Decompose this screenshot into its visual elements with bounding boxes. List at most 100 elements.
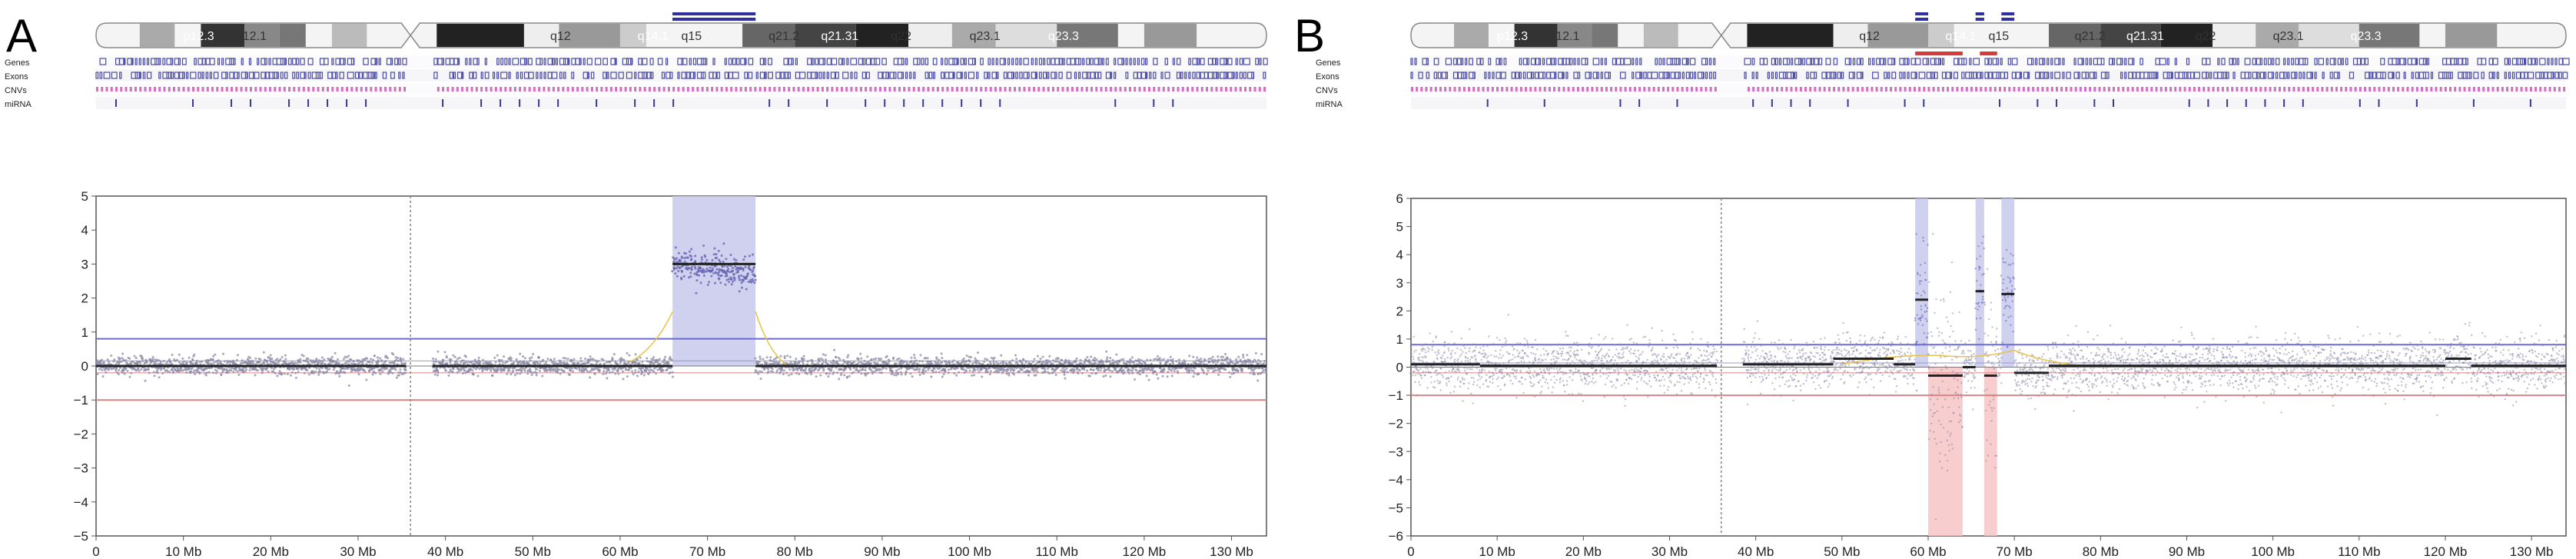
gene-mark xyxy=(971,58,976,65)
gene-mark xyxy=(763,72,767,79)
probe-point xyxy=(344,355,347,358)
gene-mark xyxy=(941,58,944,65)
gene-mark xyxy=(960,58,964,65)
gene-mark xyxy=(1880,58,1884,65)
y-tick-label: 0 xyxy=(81,359,88,374)
cnv-mark xyxy=(768,87,772,92)
probe-point xyxy=(802,354,805,358)
smoothed-curve xyxy=(628,311,787,365)
amplification-call-bar xyxy=(1915,18,1928,21)
probe-point xyxy=(553,360,556,363)
probe-point xyxy=(258,361,261,364)
probe-point xyxy=(1228,371,1231,374)
probe-point xyxy=(1051,371,1054,374)
gene-mark xyxy=(213,72,219,79)
cnv-mark xyxy=(1253,87,1256,92)
probe-point xyxy=(1134,368,1137,371)
probe-point xyxy=(634,353,637,356)
probe-point xyxy=(248,368,251,371)
cnv-mark xyxy=(557,87,560,92)
probe-point xyxy=(970,356,973,359)
gene-mark xyxy=(701,72,706,79)
probe-point xyxy=(728,281,731,284)
cnv-mark xyxy=(1051,87,1054,92)
gene-mark xyxy=(2492,58,2498,65)
cnv-mark xyxy=(1042,87,1045,92)
gene-mark xyxy=(1259,58,1262,65)
gene-mark xyxy=(783,58,789,65)
probe-point xyxy=(896,358,899,361)
probe-point xyxy=(819,374,822,377)
probe-point xyxy=(217,359,220,362)
gene-mark xyxy=(1023,58,1029,65)
mirna-mark xyxy=(327,99,329,107)
cnv-mark xyxy=(946,87,949,92)
probe-point xyxy=(1067,359,1071,362)
gene-mark xyxy=(1713,58,1716,65)
probe-point xyxy=(363,370,367,373)
probe-point xyxy=(878,368,881,371)
probe-point xyxy=(727,278,730,281)
gene-mark xyxy=(1988,58,1992,65)
gene-mark xyxy=(1685,58,1689,65)
probe-point xyxy=(481,358,484,361)
probe-point xyxy=(790,373,793,376)
probe-point xyxy=(579,360,583,363)
probe-point xyxy=(1188,354,1191,358)
probe-point xyxy=(392,353,395,356)
gene-mark xyxy=(1200,58,1205,65)
probe-point xyxy=(974,369,977,372)
probe-point xyxy=(1209,357,1212,360)
probe-point xyxy=(925,357,928,360)
probe-point xyxy=(627,368,630,371)
probe-point xyxy=(639,356,642,359)
amplification-call-bar xyxy=(672,18,756,21)
probe-point xyxy=(560,361,563,364)
gene-mark xyxy=(359,72,363,79)
probe-point xyxy=(728,271,731,274)
probe-point xyxy=(1034,374,1037,377)
gene-mark xyxy=(893,72,897,79)
probe-point xyxy=(699,266,702,269)
cnv-mark xyxy=(667,87,670,92)
ideogram-band-label: q21.2 xyxy=(2075,30,2106,43)
probe-point xyxy=(832,371,835,374)
gene-mark xyxy=(834,72,839,79)
probe-point xyxy=(372,358,375,361)
ideogram-band xyxy=(951,24,996,47)
probe-point xyxy=(667,361,670,364)
probe-point xyxy=(327,368,330,371)
probe-point xyxy=(168,371,171,374)
gene-mark xyxy=(99,72,103,79)
probe-point xyxy=(1137,358,1140,361)
probe-point xyxy=(700,258,703,261)
y-tick-label: 2 xyxy=(81,291,88,306)
probe-point xyxy=(688,267,691,270)
probe-point xyxy=(463,369,466,372)
cnv-mark xyxy=(494,87,497,92)
gene-mark xyxy=(2011,72,2017,79)
probe-point xyxy=(166,361,169,364)
gene-mark xyxy=(991,58,994,65)
gene-mark xyxy=(276,58,284,65)
probe-point xyxy=(503,369,506,372)
gene-mark xyxy=(1031,58,1034,65)
gene-mark xyxy=(174,72,181,79)
probe-point xyxy=(1000,354,1003,357)
probe-point xyxy=(1256,372,1260,375)
gene-mark xyxy=(696,72,704,79)
x-tick-label: 40 Mb xyxy=(427,544,463,559)
probe-point xyxy=(1120,358,1123,361)
chromosome-ideogram: p12.3 p12.1 q12 q14.1 q15 q21.2 q21.31 q22 q23.1… xyxy=(1410,12,2567,55)
gene-mark xyxy=(2259,58,2262,65)
probe-point xyxy=(451,371,454,374)
probe-point xyxy=(904,373,907,376)
gene-mark xyxy=(170,72,174,79)
gene-mark xyxy=(1887,72,1891,79)
gene-mark xyxy=(1961,58,1967,65)
gene-mark xyxy=(146,58,150,65)
probe-point xyxy=(804,369,807,372)
gene-mark xyxy=(2275,58,2280,65)
probe-point xyxy=(993,371,996,374)
probe-point xyxy=(348,360,351,363)
